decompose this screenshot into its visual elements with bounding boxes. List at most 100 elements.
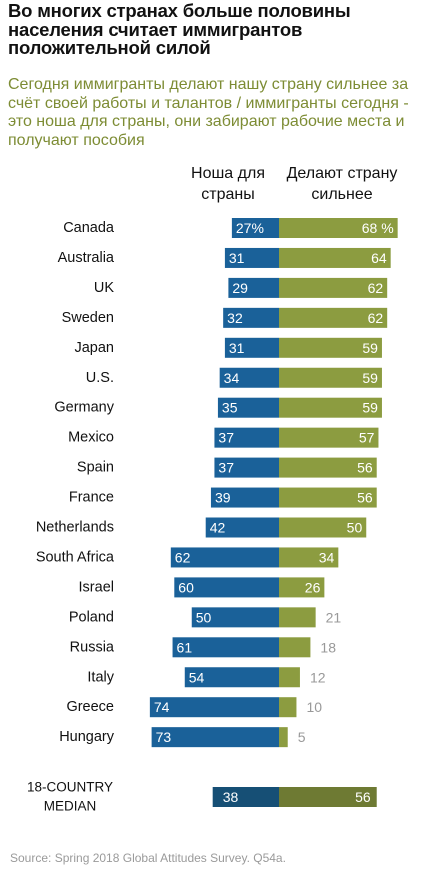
burden-bar — [219, 367, 279, 388]
stronger-value-label: 26 — [305, 579, 321, 595]
stronger-bar — [279, 517, 367, 538]
stronger-value-label: 56 — [357, 460, 373, 476]
burden-bar — [223, 307, 279, 328]
country-label: Hungary — [59, 729, 115, 745]
page-subtitle: Сегодня иммигранты делают нашу страну си… — [8, 76, 409, 149]
burden-value-label: 60 — [178, 579, 194, 595]
median-label: 18-COUNTRY — [27, 780, 113, 795]
burden-value-label: 31 — [229, 340, 245, 356]
burden-bar — [170, 547, 279, 568]
stronger-value-label: 62 — [368, 280, 384, 296]
stronger-bar — [279, 697, 297, 718]
burden-bar — [224, 247, 279, 268]
stronger-value-label: 5 — [298, 729, 306, 745]
burden-value-label: 27% — [236, 220, 264, 236]
country-label: Spain — [77, 460, 114, 476]
stronger-bar — [279, 397, 382, 418]
burden-value-label: 62 — [175, 549, 191, 565]
country-label: Greece — [66, 699, 114, 715]
country-label: Germany — [54, 400, 114, 416]
burden-value-label: 73 — [156, 729, 172, 745]
country-label: Mexico — [68, 430, 114, 446]
burden-column-header: Ноша для страны — [191, 165, 265, 203]
stronger-bar — [279, 637, 311, 658]
stronger-bar — [279, 307, 388, 328]
stronger-value-label: 64 — [371, 250, 387, 266]
burden-value-label: 50 — [196, 609, 212, 625]
median-burden-bar — [212, 787, 279, 807]
stronger-value-label: 57 — [359, 430, 375, 446]
stronger-bar — [279, 547, 339, 568]
country-label: Netherlands — [36, 520, 114, 536]
stronger-bar — [279, 247, 391, 268]
burden-value-label: 54 — [189, 669, 205, 685]
burden-bar — [191, 607, 279, 628]
page-title: Во многих странах больше половины населе… — [8, 0, 351, 58]
median-burden-value: 38 — [223, 789, 239, 805]
burden-bar — [214, 457, 279, 478]
burden-bar — [174, 577, 279, 598]
burden-bar — [151, 727, 279, 748]
country-label: Italy — [87, 669, 114, 685]
stronger-value-label: 10 — [306, 699, 322, 715]
country-label: Canada — [63, 220, 115, 236]
country-label: Australia — [58, 250, 115, 266]
burden-value-label: 29 — [232, 280, 248, 296]
country-label: France — [69, 490, 114, 506]
stronger-bar — [279, 607, 316, 628]
stronger-value-label: 59 — [362, 400, 378, 416]
stronger-value-label: 56 — [357, 490, 373, 506]
burden-value-label: 34 — [224, 370, 240, 386]
median-stronger-bar — [279, 787, 377, 807]
stronger-bar — [279, 367, 382, 388]
burden-value-label: 31 — [229, 250, 245, 266]
country-label: South Africa — [36, 549, 115, 565]
burden-value-label: 37 — [218, 430, 234, 446]
stronger-bar — [279, 337, 382, 358]
burden-value-label: 42 — [210, 520, 226, 536]
stronger-value-label: 68 % — [362, 220, 394, 236]
burden-bar — [210, 487, 279, 508]
stronger-value-label: 34 — [319, 549, 335, 565]
stronger-value-label: 59 — [362, 340, 378, 356]
stronger-bar — [279, 457, 377, 478]
burden-bar — [217, 397, 279, 418]
burden-value-label: 35 — [222, 400, 238, 416]
stronger-bar — [279, 577, 325, 598]
median-stronger-value: 56 — [355, 789, 371, 805]
median-label: MEDIAN — [44, 799, 97, 814]
burden-bar — [214, 427, 279, 448]
source-note: Source: Spring 2018 Global Attitudes Sur… — [10, 851, 286, 865]
stronger-bar — [279, 727, 288, 748]
country-label: Russia — [70, 639, 115, 655]
burden-value-label: 32 — [227, 310, 243, 326]
stronger-bar — [279, 427, 379, 448]
country-label: U.S. — [86, 370, 114, 386]
burden-value-label: 39 — [215, 490, 231, 506]
stronger-bar — [279, 218, 398, 238]
stronger-bar — [279, 487, 377, 508]
burden-bar — [172, 637, 279, 658]
country-label: UK — [94, 280, 114, 296]
burden-value-label: 37 — [218, 460, 234, 476]
burden-value-label: 74 — [154, 699, 170, 715]
burden-value-label: 61 — [177, 639, 193, 655]
burden-bar — [184, 667, 279, 688]
country-label: Israel — [79, 579, 114, 595]
country-label: Japan — [74, 340, 114, 356]
burden-bar — [228, 277, 279, 298]
stronger-value-label: 50 — [347, 520, 363, 536]
stronger-column-header: Делают страну сильнее — [286, 165, 398, 203]
burden-bar — [149, 697, 279, 718]
country-label: Poland — [69, 609, 114, 625]
country-label: Sweden — [62, 310, 114, 326]
stronger-value-label: 18 — [320, 639, 336, 655]
burden-bar — [231, 218, 279, 238]
stronger-value-label: 59 — [362, 370, 378, 386]
stronger-value-label: 12 — [310, 669, 326, 685]
burden-bar — [205, 517, 279, 538]
stronger-value-label: 62 — [368, 310, 384, 326]
stronger-bar — [279, 667, 300, 688]
stronger-bar — [279, 277, 388, 298]
